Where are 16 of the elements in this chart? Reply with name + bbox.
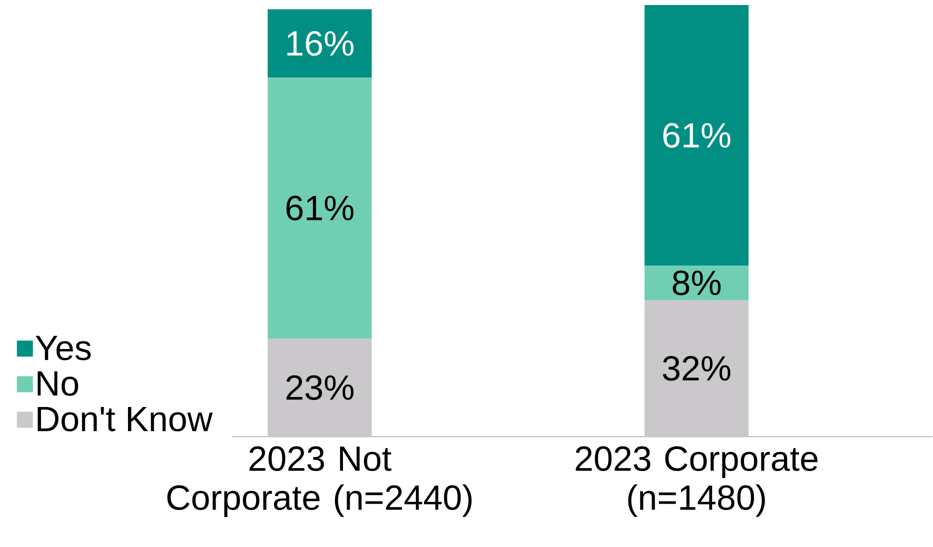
legend-label: No (38, 372, 78, 396)
data-label: 32% (662, 356, 730, 381)
x-tick-label: 2023 Corporate (n=1480) (576, 446, 818, 518)
x-tick-label: 2023 Not Corporate (n=2440) (167, 446, 472, 518)
data-label: 8% (672, 270, 721, 296)
bar (268, 338, 372, 437)
data-label: 16% (287, 31, 354, 56)
data-label: 23% (286, 375, 354, 400)
bar (268, 9, 372, 78)
legend-label: Don't Know (38, 407, 213, 432)
bar (644, 300, 749, 437)
data-label: 61% (663, 123, 730, 148)
bar (644, 5, 749, 266)
legend-label: Yes (36, 336, 91, 360)
bar (268, 78, 372, 339)
data-label: 61% (286, 196, 354, 221)
